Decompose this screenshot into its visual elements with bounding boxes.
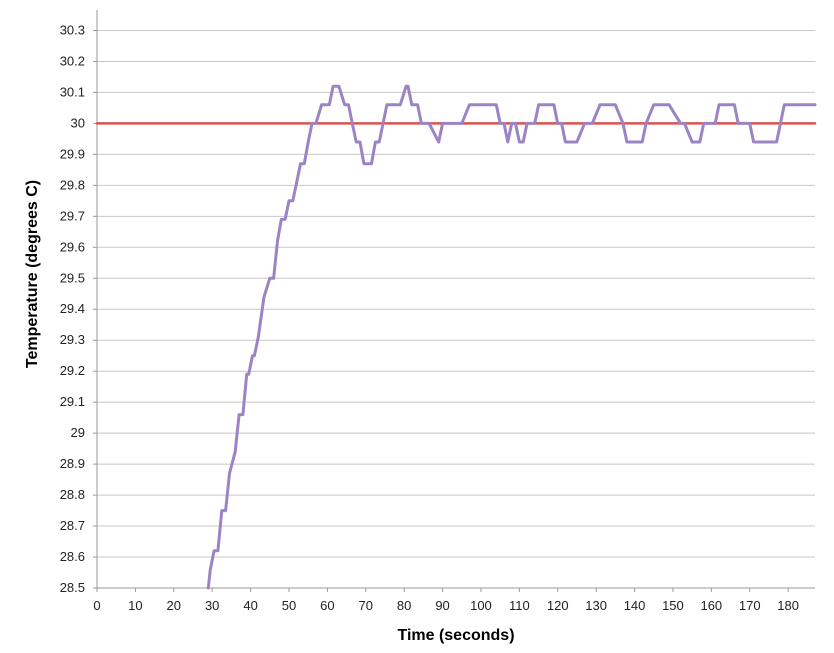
y-tick-label: 29.3 bbox=[60, 332, 85, 347]
y-tick-label: 29.2 bbox=[60, 363, 85, 378]
temperature-line bbox=[206, 84, 817, 590]
x-tick-label: 110 bbox=[509, 598, 530, 613]
series bbox=[95, 84, 817, 590]
x-tick-labels: 0 10 20 30 40 50 60 70 80 90 100 110 120 130 140 150 160… bbox=[93, 598, 799, 613]
x-tick-label: 30 bbox=[205, 598, 219, 613]
x-tick-label: 130 bbox=[585, 598, 607, 613]
y-tick-label: 29.5 bbox=[60, 270, 85, 285]
y-tick-label: 28.5 bbox=[60, 580, 85, 595]
x-tick-label: 70 bbox=[359, 598, 373, 613]
y-tick-label: 30.1 bbox=[60, 84, 85, 99]
x-tick-label: 180 bbox=[777, 598, 799, 613]
x-tick-label: 120 bbox=[547, 598, 569, 613]
x-tick-label: 60 bbox=[320, 598, 334, 613]
x-tick-label: 140 bbox=[624, 598, 646, 613]
y-tick-label: 29.6 bbox=[60, 239, 85, 254]
x-tick-label: 80 bbox=[397, 598, 411, 613]
y-tick-label: 30 bbox=[71, 115, 85, 130]
y-tick-labels: 28.5 28.6 28.7 28.8 28.9 29 29.1 29.2 29.3 29.4 29… bbox=[60, 22, 85, 595]
gridlines bbox=[97, 29, 815, 558]
x-axis-title: Time (seconds) bbox=[397, 627, 514, 644]
x-tick-label: 150 bbox=[662, 598, 684, 613]
y-tick-label: 28.8 bbox=[60, 487, 85, 502]
y-tick-label: 28.6 bbox=[60, 549, 85, 564]
y-tick-label: 29.8 bbox=[60, 177, 85, 192]
x-tick-label: 170 bbox=[739, 598, 761, 613]
axes bbox=[93, 10, 815, 592]
y-tick-label: 29.7 bbox=[60, 208, 85, 223]
x-tick-label: 160 bbox=[700, 598, 722, 613]
y-tick-label: 29 bbox=[71, 425, 85, 440]
x-tick-label: 10 bbox=[128, 598, 142, 613]
y-tick-label: 29.4 bbox=[60, 301, 85, 316]
y-axis-title: Temperature (degrees C) bbox=[24, 180, 41, 368]
y-tick-label: 28.9 bbox=[60, 456, 85, 471]
x-tick-label: 40 bbox=[243, 598, 257, 613]
x-tick-label: 0 bbox=[93, 598, 100, 613]
x-tick-label: 50 bbox=[282, 598, 296, 613]
x-tick-label: 20 bbox=[167, 598, 181, 613]
y-tick-label: 30.3 bbox=[60, 22, 85, 37]
y-tick-label: 30.2 bbox=[60, 53, 85, 68]
x-tick-label: 100 bbox=[470, 598, 492, 613]
y-tick-label: 29.1 bbox=[60, 394, 85, 409]
y-tick-label: 29.9 bbox=[60, 146, 85, 161]
x-tick-label: 90 bbox=[435, 598, 449, 613]
y-tick-label: 28.7 bbox=[60, 518, 85, 533]
